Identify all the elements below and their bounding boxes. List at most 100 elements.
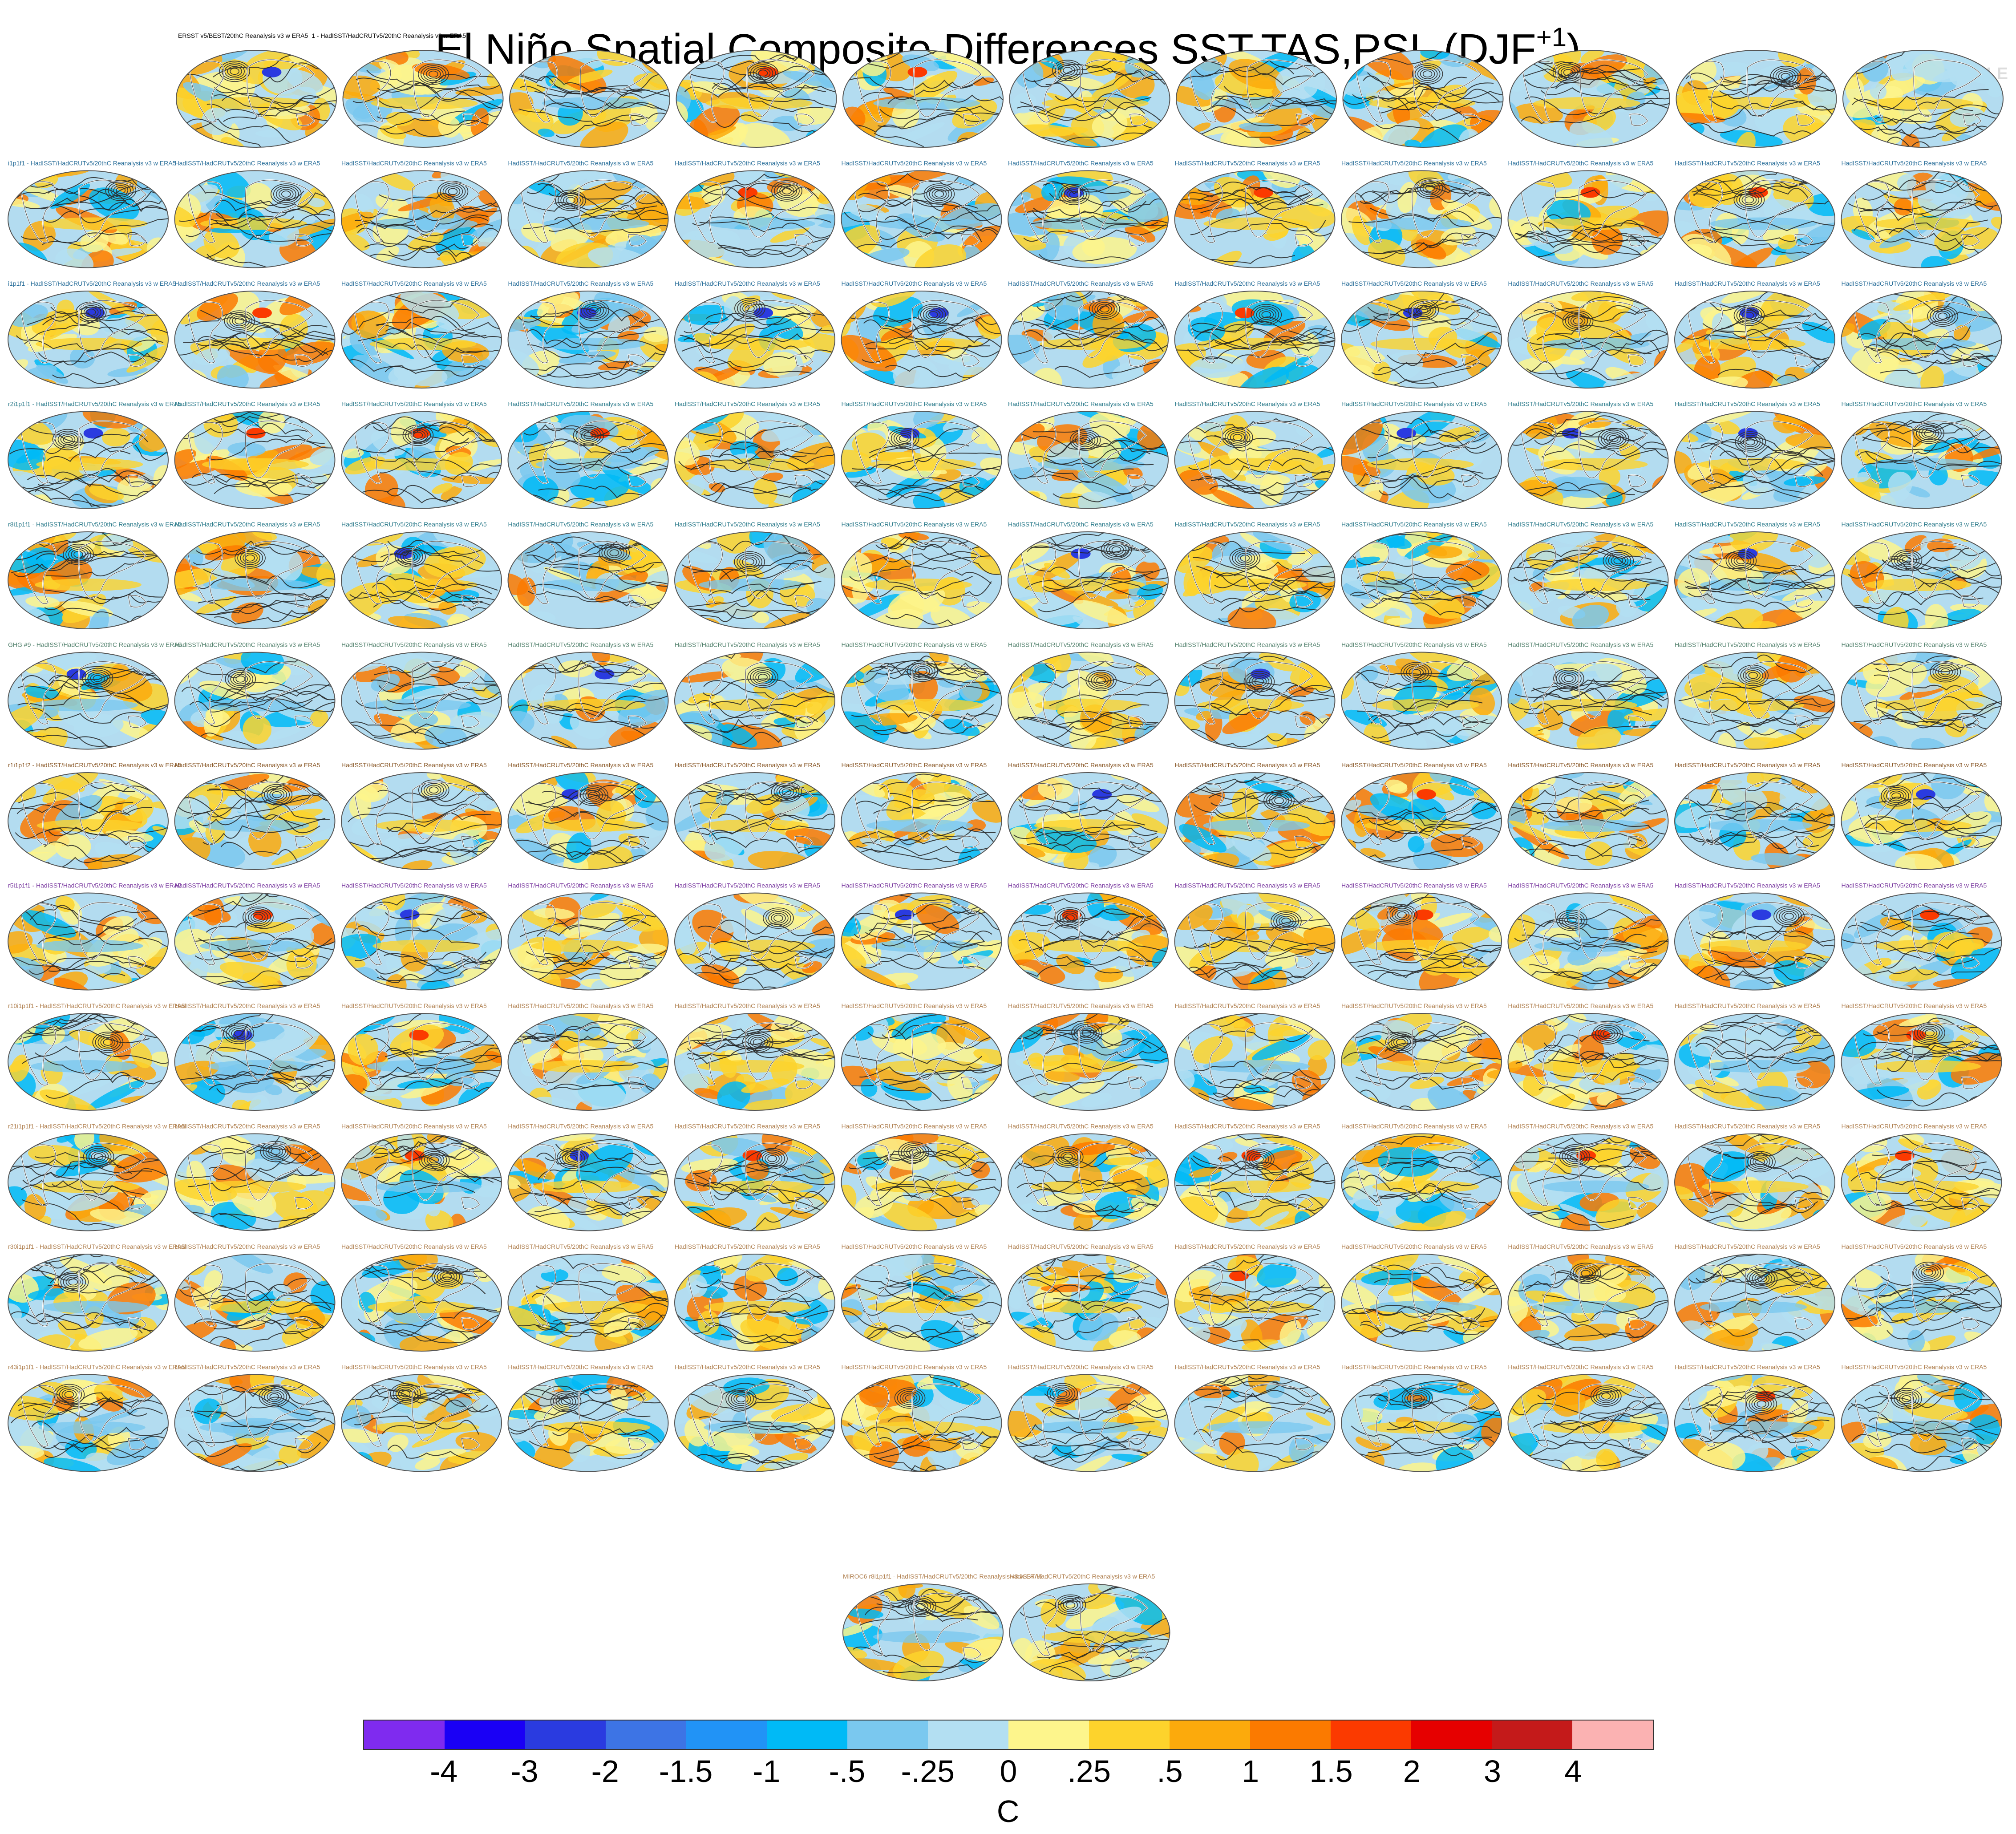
composite-map-panel — [1008, 652, 1169, 750]
composite-map-panel — [841, 531, 1002, 629]
composite-map-panel — [841, 170, 1002, 268]
panel-label: HadISST/HadCRUTv5/20thC Reanalysis v3 w … — [175, 401, 320, 408]
panel-label: HadISST/HadCRUTv5/20thC Reanalysis v3 w … — [1175, 401, 1320, 408]
panel-label: HadISST/HadCRUTv5/20thC Reanalysis v3 w … — [675, 401, 820, 408]
colorbar-box — [847, 1721, 928, 1749]
composite-map-panel — [507, 1133, 669, 1231]
colorbar-box — [1250, 1721, 1331, 1749]
panel-label: HadISST/HadCRUTv5/20thC Reanalysis v3 w … — [341, 160, 487, 167]
composite-map-panel — [1674, 1133, 1835, 1231]
panel-label: HadISST/HadCRUTv5/20thC Reanalysis v3 w … — [1175, 1002, 1320, 1009]
colorbar-tick-label: 1 — [1242, 1754, 1259, 1789]
composite-map-panel — [1174, 892, 1336, 991]
composite-map-panel — [1509, 50, 1670, 148]
panel-label: HadISST/HadCRUTv5/20thC Reanalysis v3 w … — [1175, 160, 1320, 167]
composite-map-panel — [1008, 1133, 1169, 1231]
panel-label: r5i1p1f1 - HadISST/HadCRUTv5/20thC Reana… — [8, 882, 182, 889]
composite-map-panel — [1841, 1133, 2002, 1231]
panel-label: HadISST/HadCRUTv5/20thC Reanalysis v3 w … — [508, 401, 654, 408]
composite-map-panel — [507, 892, 669, 991]
composite-map-panel — [507, 411, 669, 509]
panel-label: HadISST/HadCRUTv5/20thC Reanalysis v3 w … — [1508, 1243, 1654, 1250]
composite-map-panel — [1341, 1133, 1502, 1231]
panel-label: HadISST/HadCRUTv5/20thC Reanalysis v3 w … — [1008, 882, 1154, 889]
panel-label: HadISST/HadCRUTv5/20thC Reanalysis v3 w … — [1675, 1364, 1820, 1371]
composite-map-panel — [507, 1013, 669, 1111]
panel-label: HadISST/HadCRUTv5/20thC Reanalysis v3 w … — [1675, 882, 1820, 889]
composite-map-panel — [1008, 291, 1169, 389]
panel-label: HadISST/HadCRUTv5/20thC Reanalysis v3 w … — [508, 761, 654, 769]
composite-map-panel — [841, 892, 1002, 991]
panel-label: HadISST/HadCRUTv5/20thC Reanalysis v3 w … — [341, 882, 487, 889]
composite-map-panel — [341, 772, 502, 870]
panel-label: HadISST/HadCRUTv5/20thC Reanalysis v3 w … — [842, 280, 987, 287]
panel-label: i1p1f1 - HadISST/HadCRUTv5/20thC Reanaly… — [8, 160, 176, 167]
panel-label: HadISST/HadCRUTv5/20thC Reanalysis v3 w … — [842, 882, 987, 889]
panel-label: HadISST/HadCRUTv5/20thC Reanalysis v3 w … — [175, 761, 320, 769]
composite-map-panel — [1342, 50, 1504, 148]
panel-label: HadISST/HadCRUTv5/20thC Reanalysis v3 w … — [842, 401, 987, 408]
composite-map-panel — [1841, 531, 2002, 629]
composite-map-panel — [1841, 652, 2002, 750]
panel-label: HadISST/HadCRUTv5/20thC Reanalysis v3 w … — [1842, 761, 1987, 769]
composite-map-panel — [8, 170, 169, 268]
panel-label: HadISST/HadCRUTv5/20thC Reanalysis v3 w … — [1508, 761, 1654, 769]
panel-label: HadISST/HadCRUTv5/20thC Reanalysis v3 w … — [341, 641, 487, 648]
composite-map-panel — [674, 652, 835, 750]
panel-label: HadISST/HadCRUTv5/20thC Reanalysis v3 w … — [341, 1364, 487, 1371]
composite-map-panel — [1507, 170, 1669, 268]
panel-label: HadISST/HadCRUTv5/20thC Reanalysis v3 w … — [1010, 1573, 1155, 1580]
composite-map-panel — [176, 50, 337, 148]
panel-label: HadISST/HadCRUTv5/20thC Reanalysis v3 w … — [1175, 1243, 1320, 1250]
colorbar-tick-label: -2 — [591, 1754, 619, 1789]
composite-map-panel — [341, 1133, 502, 1231]
panel-label: HadISST/HadCRUTv5/20thC Reanalysis v3 w … — [1842, 1243, 1987, 1250]
composite-map-panel — [8, 1254, 169, 1352]
composite-map-panel — [1507, 652, 1669, 750]
composite-map-panel — [1008, 531, 1169, 629]
panel-label: HadISST/HadCRUTv5/20thC Reanalysis v3 w … — [1508, 521, 1654, 528]
panel-label: HadISST/HadCRUTv5/20thC Reanalysis v3 w … — [175, 521, 320, 528]
composite-map-panel — [674, 291, 835, 389]
panel-label: HadISST/HadCRUTv5/20thC Reanalysis v3 w … — [1341, 1243, 1487, 1250]
panel-label: HadISST/HadCRUTv5/20thC Reanalysis v3 w … — [1842, 1364, 1987, 1371]
composite-map-panel — [507, 1254, 669, 1352]
panel-label: HadISST/HadCRUTv5/20thC Reanalysis v3 w … — [1675, 160, 1820, 167]
colorbar-box — [1331, 1721, 1411, 1749]
colorbar-box — [928, 1721, 1008, 1749]
composite-map-panel — [1174, 772, 1336, 870]
composite-map-panel — [507, 1374, 669, 1472]
panel-label: HadISST/HadCRUTv5/20thC Reanalysis v3 w … — [842, 160, 987, 167]
composite-map-panel — [1341, 411, 1502, 509]
panel-label: HadISST/HadCRUTv5/20thC Reanalysis v3 w … — [1508, 882, 1654, 889]
composite-map-panel — [1341, 772, 1502, 870]
panel-label: HadISST/HadCRUTv5/20thC Reanalysis v3 w … — [1842, 280, 1987, 287]
colorbar-tick-label: 4 — [1564, 1754, 1582, 1789]
panel-label: HadISST/HadCRUTv5/20thC Reanalysis v3 w … — [1008, 1364, 1154, 1371]
composite-map-panel — [1507, 1133, 1669, 1231]
panel-label: HadISST/HadCRUTv5/20thC Reanalysis v3 w … — [1008, 1243, 1154, 1250]
composite-map-panel — [509, 50, 670, 148]
composite-map-panel — [1507, 531, 1669, 629]
composite-map-panel — [1674, 531, 1835, 629]
composite-map-panel — [1674, 291, 1835, 389]
composite-map-panel — [1841, 892, 2002, 991]
composite-map-panel — [674, 1013, 835, 1111]
composite-map-panel — [1008, 772, 1169, 870]
panel-label: HadISST/HadCRUTv5/20thC Reanalysis v3 w … — [1842, 882, 1987, 889]
composite-map-panel — [674, 411, 835, 509]
panel-label: HadISST/HadCRUTv5/20thC Reanalysis v3 w … — [1341, 761, 1487, 769]
composite-map-panel — [342, 50, 504, 148]
composite-map-panel — [674, 1254, 835, 1352]
composite-map-panel — [174, 170, 336, 268]
panel-label: r43i1p1f1 - HadISST/HadCRUTv5/20thC Rean… — [8, 1364, 185, 1371]
composite-map-panel — [841, 1013, 1002, 1111]
colorbar-box — [606, 1721, 686, 1749]
composite-map-panel — [1341, 1013, 1502, 1111]
panel-label: HadISST/HadCRUTv5/20thC Reanalysis v3 w … — [175, 1243, 320, 1250]
panel-label: HadISST/HadCRUTv5/20thC Reanalysis v3 w … — [1675, 401, 1820, 408]
composite-map-panel — [841, 291, 1002, 389]
panel-label: HadISST/HadCRUTv5/20thC Reanalysis v3 w … — [1008, 1123, 1154, 1130]
panel-label: HadISST/HadCRUTv5/20thC Reanalysis v3 w … — [1341, 521, 1487, 528]
panel-label: HadISST/HadCRUTv5/20thC Reanalysis v3 w … — [175, 641, 320, 648]
